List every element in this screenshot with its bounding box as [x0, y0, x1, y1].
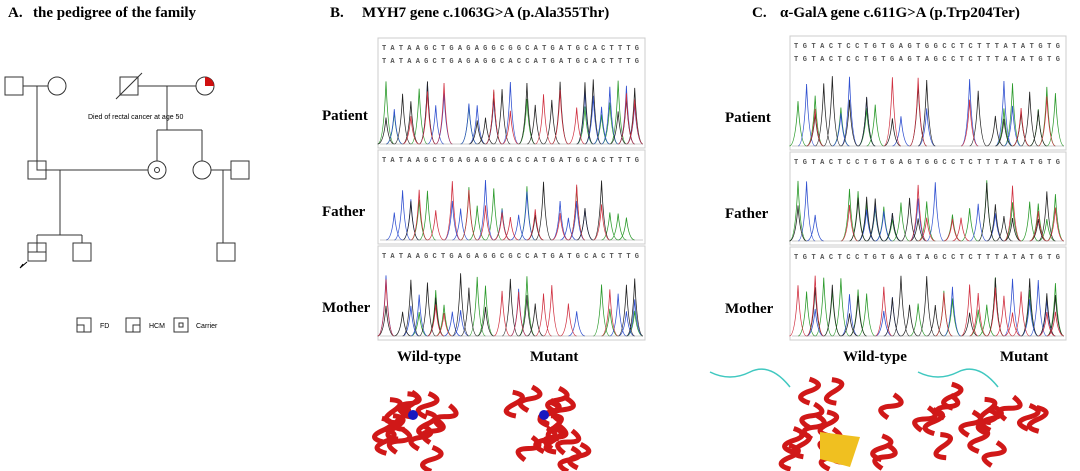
panel-title: MYH7 gene c.1063G>A (p.Ala355Thr) [362, 5, 609, 21]
sequence: TATAAGCTGAGAGGCACCATGATGCACTTTG [382, 157, 639, 165]
chromatogram-frame [789, 151, 1067, 246]
trace [377, 279, 619, 337]
trace [410, 181, 610, 241]
helix [996, 394, 1023, 422]
chromatogram-frame [377, 245, 646, 341]
row-label: Patient [322, 108, 368, 124]
panel-label: B. [330, 5, 344, 21]
panel-label: A. [8, 5, 23, 21]
residue [408, 410, 418, 420]
sequence: TATAAGCTGAGAGGCACCATGATGCACTTTG [382, 58, 639, 66]
helix [543, 426, 564, 455]
helix [555, 428, 582, 456]
trace [789, 275, 1065, 337]
helix [545, 385, 570, 415]
sequence: TGTACTCCTGTGAGTAGCCTCTTTATATGTG [794, 254, 1060, 262]
protein-structure [709, 368, 904, 471]
helix [537, 397, 562, 427]
trace [385, 180, 594, 241]
trace [402, 82, 644, 145]
loop [709, 368, 791, 388]
helix [515, 435, 542, 463]
legend-label: HCM [149, 323, 165, 330]
row-label: Mother [322, 300, 371, 316]
protein-structure [372, 389, 459, 471]
sequence: TGTACTCCTGTGAGTAGCCTCTTTATATGTG [794, 56, 1060, 64]
trace [840, 184, 1065, 242]
helix [981, 440, 1007, 468]
panel-label: C. [752, 5, 767, 21]
sequence: TGTACTCCTGTGAGTGGCCTCTTTATATGTG [794, 43, 1060, 51]
helix [385, 413, 406, 442]
helix [958, 409, 984, 438]
helix [799, 401, 825, 430]
helix [870, 433, 894, 463]
helix [878, 392, 904, 420]
row-label: Mother [725, 301, 774, 317]
chromatogram-frame [789, 246, 1067, 341]
structure-label: Wild-type [843, 349, 907, 365]
chromatogram-frame [377, 37, 646, 149]
trace [789, 180, 1065, 242]
helix [798, 376, 822, 406]
protein-structure [912, 368, 1049, 468]
chromatogram-frame [789, 35, 1067, 151]
helix [912, 405, 938, 433]
chromatogram-frame [377, 149, 646, 245]
legend-label: FD [100, 323, 109, 330]
trace [806, 77, 1056, 147]
pedigree [4, 72, 250, 333]
helix [420, 417, 446, 445]
structure-label: Wild-type [397, 349, 461, 365]
helix [933, 431, 954, 461]
row-label: Patient [725, 110, 771, 126]
legend-label: Carrier [196, 323, 218, 330]
loop [917, 368, 999, 388]
sequence: TATAAGCTGAGAGGCGGCATGATGCACTTTG [382, 45, 639, 53]
helix [967, 425, 991, 454]
trace [806, 275, 1065, 337]
trace [789, 182, 1056, 242]
helix [934, 393, 961, 421]
helix [386, 427, 413, 455]
helix [432, 403, 459, 430]
helix [517, 384, 543, 413]
row-label: Father [322, 204, 366, 220]
structure-label: Mutant [530, 349, 578, 365]
sheet [820, 432, 860, 467]
sequence: TGTACTCCTGTGAGTGGCCTCTTTATATGTG [794, 159, 1060, 167]
helix [415, 391, 440, 420]
trace [797, 76, 1022, 147]
trace [402, 180, 611, 241]
helix [372, 415, 394, 445]
structure-label: Mutant [1000, 349, 1048, 365]
row-label: Father [725, 206, 769, 222]
annotation: Died of rectal cancer at age 50 [88, 114, 183, 121]
helix [566, 441, 592, 471]
helix [396, 389, 422, 418]
helix [1026, 404, 1049, 434]
trace [806, 278, 1056, 337]
panel-title: α-GalA gene c.611G>A (p.Trp204Ter) [780, 5, 1020, 21]
helix [791, 430, 812, 460]
trace [410, 276, 644, 337]
sequence: TATAAGCTGAGAGGCGCCATGATGCACTTTG [382, 253, 639, 261]
helix [872, 443, 898, 471]
protein-structure [503, 384, 592, 471]
panel-title: the pedigree of the family [33, 5, 197, 21]
helix [503, 389, 525, 419]
trace [377, 273, 644, 337]
residue [539, 410, 549, 420]
helix [419, 445, 444, 471]
helix [823, 377, 845, 406]
